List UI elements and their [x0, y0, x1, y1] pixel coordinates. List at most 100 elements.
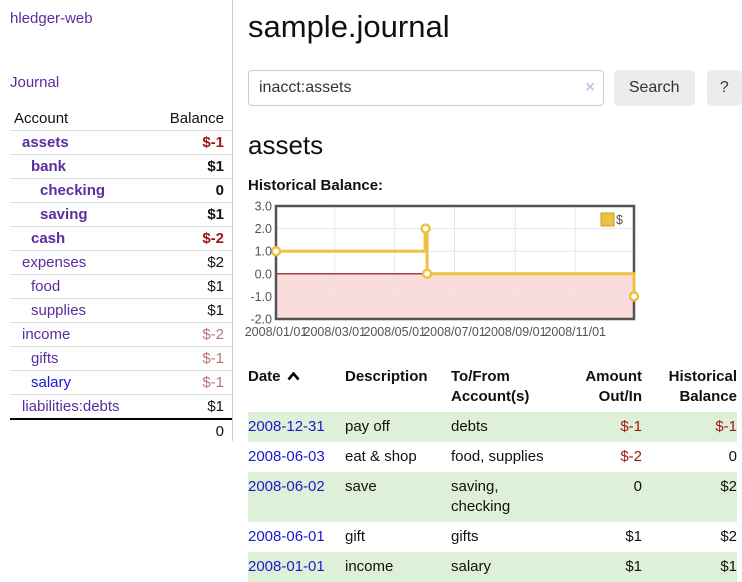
search-form: × Search ? — [248, 70, 742, 106]
transaction-amount: $-2 — [620, 448, 642, 465]
transaction-amount: $-1 — [620, 418, 642, 435]
account-link-expenses[interactable]: expenses — [22, 254, 87, 271]
sidebar: hledger-web Journal Account Balance asse… — [0, 0, 233, 443]
clear-search-icon[interactable]: × — [585, 79, 595, 96]
transaction-date-link[interactable]: 2008-06-02 — [248, 478, 325, 495]
account-link-assets[interactable]: assets — [22, 134, 69, 151]
search-input[interactable] — [248, 70, 604, 106]
account-row: food $1 — [10, 274, 232, 299]
account-row: checking 0 — [10, 178, 232, 203]
account-balance: $1 — [150, 394, 232, 419]
svg-text:3.0: 3.0 — [255, 200, 272, 214]
account-balance: $2 — [150, 250, 232, 275]
transaction-tofrom: saving, checking — [451, 478, 511, 515]
accounts-total-row: 0 — [10, 418, 232, 443]
transaction-balance: $2 — [720, 528, 737, 545]
transaction-tofrom: gifts — [451, 528, 479, 545]
accounts-header-account: Account — [14, 110, 69, 127]
account-link-supplies[interactable]: supplies — [31, 302, 87, 319]
data-point[interactable] — [628, 291, 640, 302]
svg-text:-1.0: -1.0 — [250, 290, 272, 304]
account-link-food[interactable]: food — [31, 278, 61, 295]
transaction-balance: $1 — [720, 558, 737, 575]
svg-text:2008/03/01: 2008/03/01 — [304, 325, 367, 339]
account-link-income[interactable]: income — [22, 326, 71, 343]
chart-legend: $ — [600, 212, 623, 227]
account-balance: $1 — [150, 202, 232, 227]
transaction-date-link[interactable]: 2008-06-03 — [248, 448, 325, 465]
svg-text:0.0: 0.0 — [255, 267, 272, 281]
sidebar-item-journal[interactable]: Journal — [10, 74, 60, 91]
transaction-date-link[interactable]: 2008-12-31 — [248, 418, 325, 435]
transaction-balance: $-1 — [715, 418, 737, 435]
x-axis-labels: 2008/01/01 2008/03/01 2008/05/01 2008/07… — [245, 325, 606, 339]
account-heading: assets — [248, 130, 324, 160]
transaction-description: pay off — [345, 418, 390, 435]
account-link-liabilities-debts[interactable]: liabilities:debts — [22, 398, 120, 415]
account-row: income $-2 — [10, 322, 232, 347]
account-link-checking[interactable]: checking — [40, 182, 106, 199]
transaction-date-link[interactable]: 2008-06-01 — [248, 528, 325, 545]
search-button[interactable]: Search — [613, 70, 695, 106]
transaction-balance: 0 — [728, 448, 737, 465]
svg-text:-2.0: -2.0 — [250, 313, 272, 327]
help-button[interactable]: ? — [706, 70, 742, 106]
account-balance: 0 — [150, 178, 232, 203]
sidebar-nav: Journal — [10, 74, 232, 91]
transaction-amount: $1 — [625, 528, 642, 545]
register-header-date[interactable]: Date — [248, 362, 345, 412]
register-table: Date Description To/From Account(s) Amou… — [248, 362, 737, 582]
account-row: assets $-1 — [10, 130, 232, 155]
svg-text:2.0: 2.0 — [255, 222, 272, 236]
register-header-date-label: Date — [248, 368, 281, 385]
transaction-tofrom: food, supplies — [451, 448, 544, 465]
account-balance: $-2 — [150, 226, 232, 251]
register-row: 2008-01-01 income salary $1 $1 — [248, 552, 737, 582]
svg-text:2008/11/01: 2008/11/01 — [544, 325, 606, 339]
page-title: sample.journal — [248, 9, 450, 44]
transaction-date-link[interactable]: 2008-01-01 — [248, 558, 325, 575]
chart-canvas: $ 3.0 2.0 1.0 0.0 -1.0 -2.0 2008/01/01 2… — [245, 200, 640, 339]
account-row: cash $-2 — [10, 226, 232, 251]
data-point[interactable] — [420, 223, 431, 234]
accounts-total-value: 0 — [150, 418, 232, 443]
account-balance: $-1 — [150, 130, 232, 155]
account-link-saving[interactable]: saving — [40, 206, 88, 223]
plot-border — [274, 204, 636, 321]
svg-text:2008/09/01: 2008/09/01 — [484, 325, 547, 339]
legend-label: $ — [616, 213, 623, 227]
transaction-tofrom: debts — [451, 418, 488, 435]
account-row: supplies $1 — [10, 298, 232, 323]
transaction-amount: 0 — [633, 478, 642, 495]
chart-title: Historical Balance: — [248, 177, 384, 194]
register-header-tofrom: To/From Account(s) — [451, 368, 530, 405]
transaction-description: income — [345, 558, 394, 575]
svg-text:1.0: 1.0 — [255, 245, 272, 259]
register-row: 2008-06-01 gift gifts $1 $2 — [248, 522, 737, 552]
series-markers — [270, 223, 640, 302]
account-balance: $1 — [150, 298, 232, 323]
account-link-cash[interactable]: cash — [31, 230, 66, 247]
legend-swatch — [600, 212, 615, 227]
svg-text:2008/07/01: 2008/07/01 — [423, 325, 486, 339]
transaction-balance: $2 — [720, 478, 737, 495]
account-link-salary[interactable]: salary — [31, 374, 72, 391]
register-row: 2008-06-02 save saving, checking 0 $2 — [248, 472, 737, 522]
account-row: saving $1 — [10, 202, 232, 227]
account-balance: $1 — [150, 274, 232, 299]
account-link-gifts[interactable]: gifts — [31, 350, 59, 367]
brand-link[interactable]: hledger-web — [10, 10, 93, 27]
account-row: salary $-1 — [10, 370, 232, 395]
register-row: 2008-06-03 eat & shop food, supplies $-2… — [248, 442, 737, 472]
register-header-amount: Amount Out/In — [585, 368, 642, 405]
account-balance: $-2 — [150, 322, 232, 347]
svg-text:2008/01/01: 2008/01/01 — [245, 325, 308, 339]
account-balance: $-1 — [150, 346, 232, 371]
data-point[interactable] — [270, 245, 282, 257]
y-axis-labels: 3.0 2.0 1.0 0.0 -1.0 -2.0 — [250, 200, 272, 327]
transaction-amount: $1 — [625, 558, 642, 575]
register-header-description: Description — [345, 368, 428, 385]
data-point[interactable] — [421, 268, 433, 280]
account-row: gifts $-1 — [10, 346, 232, 371]
account-link-bank[interactable]: bank — [31, 158, 67, 175]
